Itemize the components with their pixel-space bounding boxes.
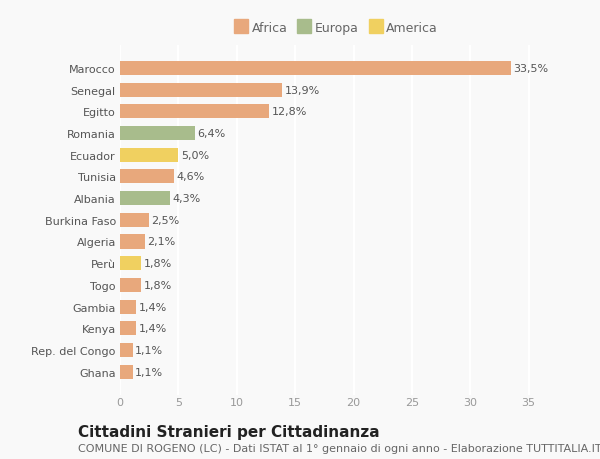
Bar — [120, 235, 145, 249]
Bar — [120, 321, 136, 336]
Text: 2,1%: 2,1% — [147, 237, 175, 247]
Bar — [120, 84, 282, 97]
Text: 1,4%: 1,4% — [139, 324, 167, 334]
Bar — [120, 257, 141, 271]
Text: 13,9%: 13,9% — [284, 85, 320, 95]
Text: 6,4%: 6,4% — [197, 129, 226, 139]
Legend: Africa, Europa, America: Africa, Europa, America — [229, 17, 443, 40]
Text: 33,5%: 33,5% — [514, 64, 548, 74]
Text: 1,8%: 1,8% — [143, 280, 172, 290]
Text: 1,1%: 1,1% — [135, 367, 163, 377]
Text: 1,8%: 1,8% — [143, 258, 172, 269]
Text: COMUNE DI ROGENO (LC) - Dati ISTAT al 1° gennaio di ogni anno - Elaborazione TUT: COMUNE DI ROGENO (LC) - Dati ISTAT al 1°… — [78, 443, 600, 453]
Bar — [120, 170, 174, 184]
Bar — [120, 62, 511, 76]
Bar — [120, 278, 141, 292]
Bar — [120, 192, 170, 206]
Bar — [120, 365, 133, 379]
Bar — [120, 105, 269, 119]
Bar — [120, 343, 133, 357]
Bar — [120, 148, 178, 162]
Bar — [120, 127, 195, 141]
Text: 2,5%: 2,5% — [152, 215, 180, 225]
Text: 4,3%: 4,3% — [173, 194, 201, 204]
Text: 12,8%: 12,8% — [272, 107, 307, 117]
Text: 4,6%: 4,6% — [176, 172, 204, 182]
Bar — [120, 213, 149, 227]
Text: 1,1%: 1,1% — [135, 345, 163, 355]
Text: Cittadini Stranieri per Cittadinanza: Cittadini Stranieri per Cittadinanza — [78, 425, 380, 440]
Bar — [120, 300, 136, 314]
Text: 1,4%: 1,4% — [139, 302, 167, 312]
Text: 5,0%: 5,0% — [181, 151, 209, 160]
